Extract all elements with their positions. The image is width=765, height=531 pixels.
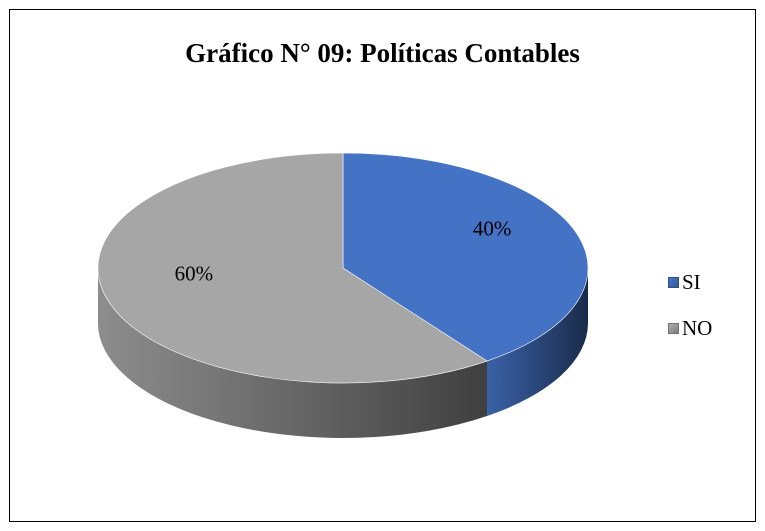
pie-slice-si (342, 152, 589, 362)
legend-item-no: NO (668, 316, 712, 340)
pie-side-si (487, 268, 588, 417)
legend-item-si: SI (668, 270, 701, 294)
legend-label-no: NO (682, 315, 713, 340)
legend-swatch-si (668, 276, 679, 288)
pie-slice-no (97, 152, 488, 384)
data-label-si: 40% (473, 216, 512, 240)
pie-side-no (97, 268, 488, 438)
legend-swatch-no (668, 322, 679, 334)
chart-title: Gráfico N° 09: Políticas Contables (185, 38, 580, 68)
data-label-no: 60% (175, 262, 214, 286)
legend-label-si: SI (682, 269, 701, 294)
